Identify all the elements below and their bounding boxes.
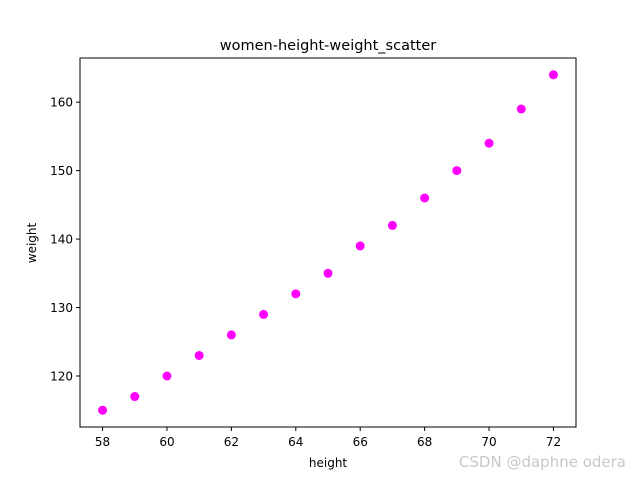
scatter-point — [195, 351, 204, 360]
scatter-point — [227, 330, 236, 339]
x-tick-label: 62 — [224, 435, 239, 449]
scatter-point — [517, 105, 526, 114]
y-tick-label: 120 — [50, 369, 73, 383]
y-tick-label: 130 — [50, 301, 73, 315]
scatter-point — [130, 392, 139, 401]
x-tick-label: 72 — [546, 435, 561, 449]
scatter-point — [98, 406, 107, 415]
scatter-point — [162, 371, 171, 380]
chart-title: women-height-weight_scatter — [220, 38, 436, 54]
scatter-point — [549, 70, 558, 79]
x-tick-label: 70 — [481, 435, 496, 449]
x-axis-label: height — [309, 456, 348, 470]
x-tick-label: 60 — [159, 435, 174, 449]
scatter-point — [291, 289, 300, 298]
y-tick-label: 160 — [50, 96, 73, 110]
watermark-text: CSDN @daphne odera — [459, 453, 626, 471]
x-tick-label: 64 — [288, 435, 303, 449]
scatter-point — [259, 310, 268, 319]
scatter-point — [420, 194, 429, 203]
scatter-point — [324, 269, 333, 278]
y-axis-label: weight — [25, 222, 39, 263]
scatter-point — [485, 139, 494, 148]
x-tick-label: 66 — [353, 435, 368, 449]
x-tick-label: 68 — [417, 435, 432, 449]
x-tick-label: 58 — [95, 435, 110, 449]
y-tick-label: 140 — [50, 233, 73, 247]
scatter-point — [452, 166, 461, 175]
scatter-point — [388, 221, 397, 230]
scatter-point — [356, 241, 365, 250]
y-tick-label: 150 — [50, 164, 73, 178]
